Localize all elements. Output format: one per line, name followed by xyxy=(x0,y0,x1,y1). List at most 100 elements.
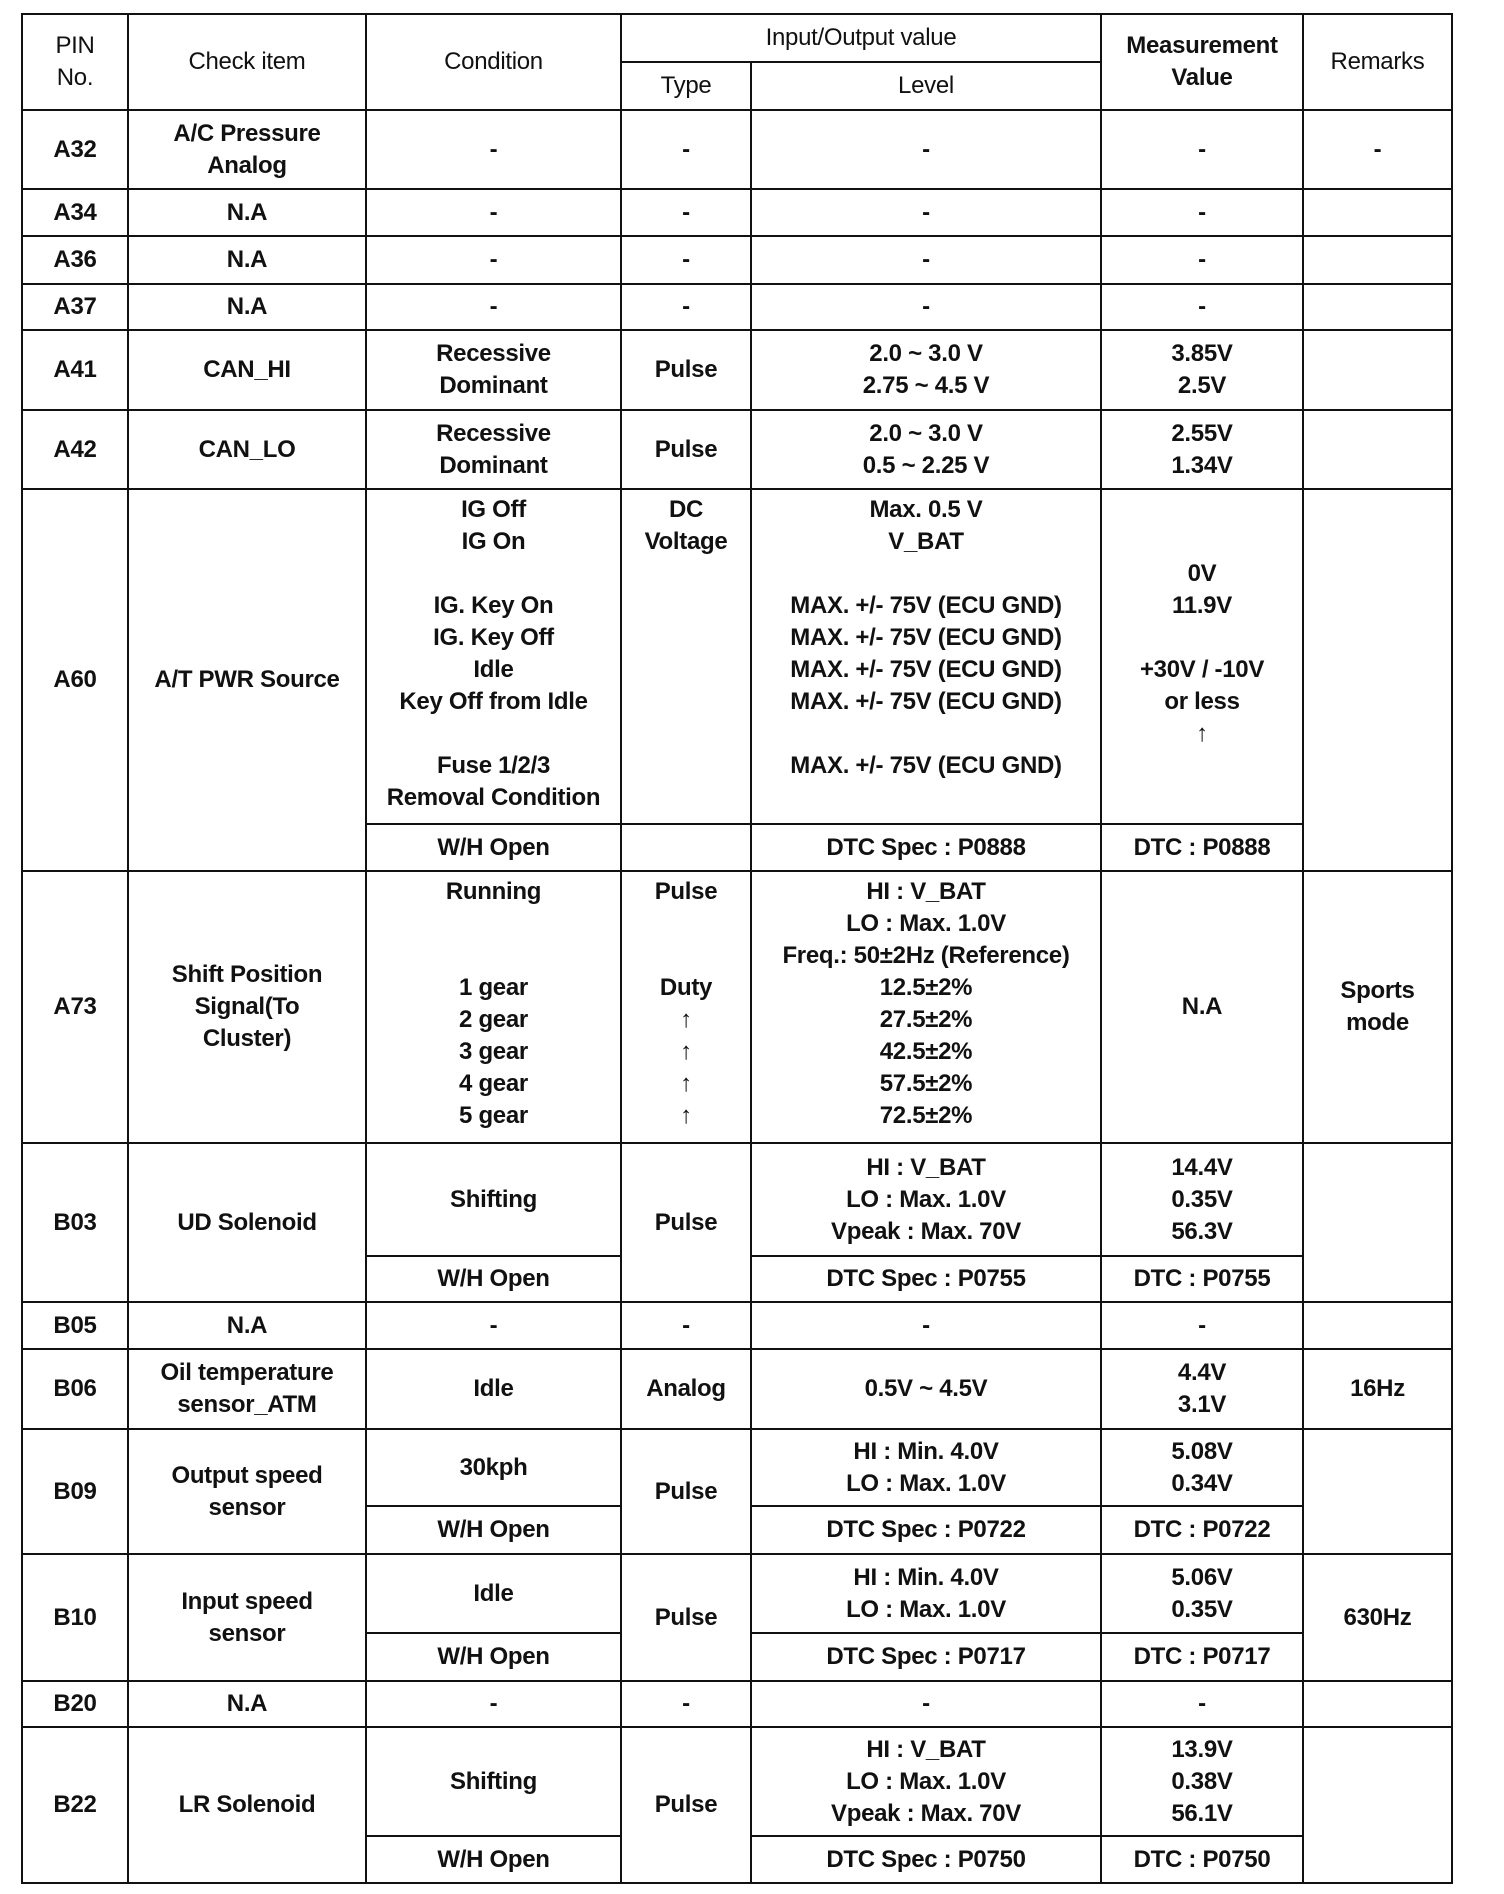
condition-cell: Shifting xyxy=(365,1726,622,1837)
level-cell: DTC Spec : P0755 xyxy=(750,1255,1102,1303)
remarks-cell xyxy=(1302,1726,1453,1884)
measurement-cell: - xyxy=(1100,188,1304,237)
type-cell: - xyxy=(620,1301,752,1350)
measurement-cell: 5.08V 0.34V xyxy=(1100,1428,1304,1507)
table-row: A36 N.A - - - - xyxy=(21,235,1453,285)
remarks-cell: Sports mode xyxy=(1302,870,1453,1144)
pin-cell: B20 xyxy=(21,1680,129,1728)
level-cell: - xyxy=(750,1680,1102,1728)
remarks-cell xyxy=(1302,409,1453,490)
pin-cell: A37 xyxy=(21,283,129,331)
table-row: B06 Oil temperature sensor_ATM Idle Analog 0… xyxy=(21,1348,1453,1430)
type-cell: - xyxy=(620,235,752,285)
check-item-cell: A/C Pressure Analog xyxy=(127,109,367,190)
level-cell: DTC Spec : P0888 xyxy=(750,823,1102,872)
measurement-cell: 5.06V 0.35V xyxy=(1100,1553,1304,1634)
condition-cell: - xyxy=(365,1301,622,1350)
measurement-cell: - xyxy=(1100,283,1304,331)
table-row: B20 N.A - - - - xyxy=(21,1680,1453,1728)
level-cell: HI : V_BAT LO : Max. 1.0V Freq.: 50±2Hz … xyxy=(750,870,1102,1144)
check-item-cell: Oil temperature sensor_ATM xyxy=(127,1348,367,1430)
level-cell: 0.5V ~ 4.5V xyxy=(750,1348,1102,1430)
measurement-cell: N.A xyxy=(1100,870,1304,1144)
level-cell: - xyxy=(750,188,1102,237)
level-cell: 2.0 ~ 3.0 V 2.75 ~ 4.5 V xyxy=(750,329,1102,411)
table-row: B03 UD Solenoid Shifting Pulse HI : V_BAT LO… xyxy=(21,1142,1453,1303)
type-cell: - xyxy=(620,109,752,190)
remarks-cell xyxy=(1302,488,1453,872)
table-row: A32 A/C Pressure Analog - - - - - xyxy=(21,109,1453,190)
header-type: Type xyxy=(620,61,752,111)
measurement-cell: DTC : P0750 xyxy=(1100,1835,1304,1884)
table-row: A41 CAN_HI Recessive Dominant Pulse 2.0 ~ 3.… xyxy=(21,329,1453,411)
pin-cell: B06 xyxy=(21,1348,129,1430)
condition-cell: Running 1 gear 2 gear 3 gear 4 gear 5 ge… xyxy=(365,870,622,1144)
check-item-cell: N.A xyxy=(127,1680,367,1728)
condition-cell: - xyxy=(365,283,622,331)
remarks-cell xyxy=(1302,1142,1453,1303)
table-row: A42 CAN_LO Recessive Dominant Pulse 2.0 ~ 3.… xyxy=(21,409,1453,490)
pin-cell: A36 xyxy=(21,235,129,285)
pin-cell: A42 xyxy=(21,409,129,490)
condition-cell: Idle xyxy=(365,1553,622,1634)
level-cell: HI : V_BAT LO : Max. 1.0V Vpeak : Max. 7… xyxy=(750,1142,1102,1257)
condition-cell: Recessive Dominant xyxy=(365,329,622,411)
level-cell: Max. 0.5 V V_BAT MAX. +/- 75V (ECU GND) … xyxy=(750,488,1102,825)
header-pin: PIN No. xyxy=(21,13,129,111)
header-check-item: Check item xyxy=(127,13,367,111)
check-item-cell: UD Solenoid xyxy=(127,1142,367,1303)
condition-cell: W/H Open xyxy=(365,1632,622,1682)
remarks-cell: - xyxy=(1302,109,1453,190)
condition-cell: W/H Open xyxy=(365,1505,622,1555)
condition-cell: 30kph xyxy=(365,1428,622,1507)
check-item-cell: CAN_LO xyxy=(127,409,367,490)
condition-cell: W/H Open xyxy=(365,823,622,872)
condition-cell: W/H Open xyxy=(365,1255,622,1303)
pin-cell: A32 xyxy=(21,109,129,190)
measurement-cell: DTC : P0717 xyxy=(1100,1632,1304,1682)
pin-cell: A41 xyxy=(21,329,129,411)
header-measurement: Measurement Value xyxy=(1100,13,1304,111)
header-remarks: Remarks xyxy=(1302,13,1453,111)
level-cell: - xyxy=(750,109,1102,190)
table-row: B22 LR Solenoid Shifting Pulse HI : V_BAT LO… xyxy=(21,1726,1453,1884)
condition-cell: - xyxy=(365,1680,622,1728)
remarks-cell: 630Hz xyxy=(1302,1553,1453,1682)
type-cell: Pulse xyxy=(620,1142,752,1303)
check-item-cell: Input speed sensor xyxy=(127,1553,367,1682)
remarks-cell xyxy=(1302,1680,1453,1728)
condition-cell: W/H Open xyxy=(365,1835,622,1884)
header-level: Level xyxy=(750,61,1102,111)
level-cell: - xyxy=(750,1301,1102,1350)
pin-cell: B05 xyxy=(21,1301,129,1350)
check-item-cell: CAN_HI xyxy=(127,329,367,411)
measurement-cell: 2.55V 1.34V xyxy=(1100,409,1304,490)
type-cell: Pulse xyxy=(620,409,752,490)
remarks-cell xyxy=(1302,283,1453,331)
measurement-cell: DTC : P0722 xyxy=(1100,1505,1304,1555)
pin-cell: B09 xyxy=(21,1428,129,1555)
type-cell: Pulse xyxy=(620,1553,752,1682)
type-cell xyxy=(620,823,752,872)
check-item-cell: Output speed sensor xyxy=(127,1428,367,1555)
table-subrow: W/H Open DTC Spec : P0717 DTC : P0717 xyxy=(22,1632,1452,1682)
pin-cell: A73 xyxy=(21,870,129,1144)
condition-cell: IG Off IG On IG. Key On IG. Key Off Idle… xyxy=(365,488,622,825)
measurement-cell: 4.4V 3.1V xyxy=(1100,1348,1304,1430)
level-cell: DTC Spec : P0722 xyxy=(750,1505,1102,1555)
pin-cell: B22 xyxy=(21,1726,129,1884)
check-item-cell: A/T PWR Source xyxy=(127,488,367,872)
table-row: A37 N.A - - - - xyxy=(21,283,1453,331)
level-cell: 2.0 ~ 3.0 V 0.5 ~ 2.25 V xyxy=(750,409,1102,490)
measurement-cell: 14.4V 0.35V 56.3V xyxy=(1100,1142,1304,1257)
level-cell: - xyxy=(750,235,1102,285)
type-cell: Pulse Duty ↑ ↑ ↑ ↑ xyxy=(620,870,752,1144)
condition-cell: Shifting xyxy=(365,1142,622,1257)
pin-cell: A60 xyxy=(21,488,129,872)
measurement-cell: - xyxy=(1100,1301,1304,1350)
condition-cell: - xyxy=(365,235,622,285)
table-body: A32 A/C Pressure Analog - - - - - A34 N.A - - - - A36… xyxy=(21,109,1453,1884)
pin-check-table: PIN No. Check item Condition Input/Outpu… xyxy=(21,13,1453,1884)
remarks-cell xyxy=(1302,329,1453,411)
measurement-cell: - xyxy=(1100,235,1304,285)
